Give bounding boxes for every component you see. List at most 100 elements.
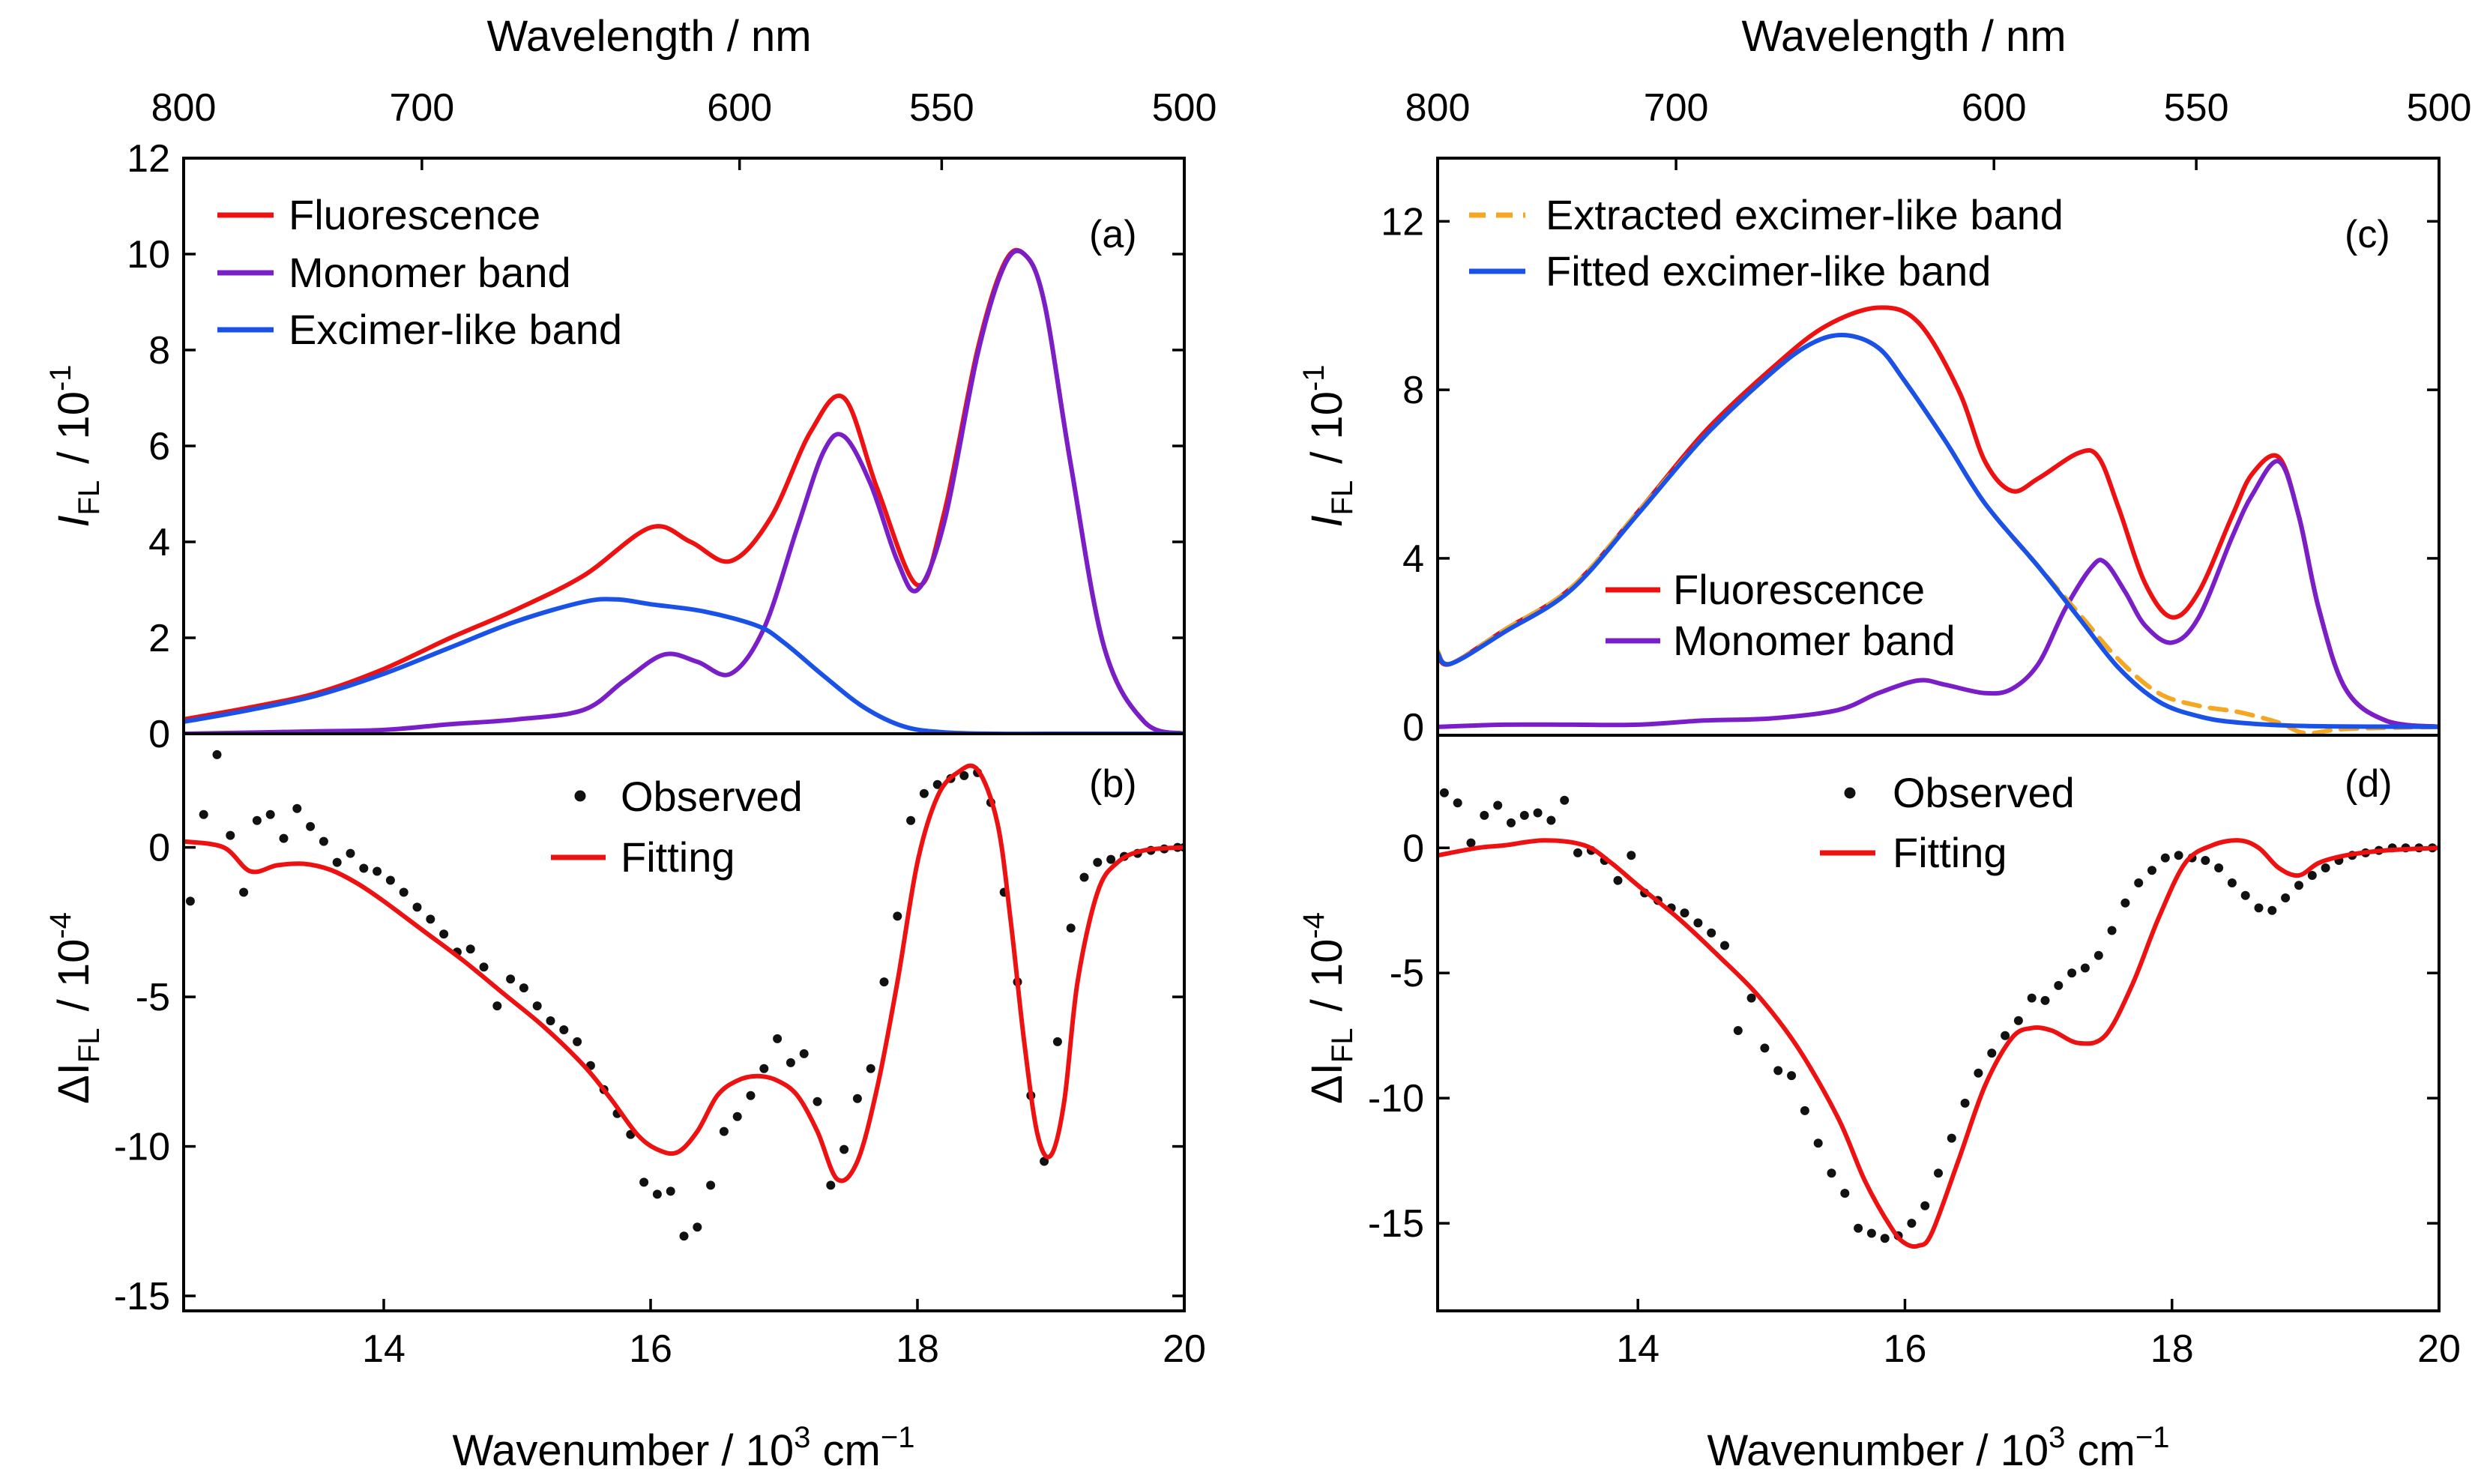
top-axis-label-right: Wavelength / nm [1741, 12, 2066, 61]
observed-point-b-69 [1106, 854, 1116, 864]
observed-point-b-22 [479, 962, 489, 972]
x-tick-label-b-1: 16 [629, 1327, 672, 1371]
y-tick-label-b-1: -10 [114, 1126, 170, 1169]
y-tick-label-d-1: -10 [1368, 1077, 1424, 1120]
observed-point-b-14 [373, 866, 382, 876]
legend-label-extracted-c: Extracted excimer-like band [1546, 191, 2064, 238]
legend-c-inner: Fluorescence Monomer band [1606, 566, 1956, 664]
top-tick-label-a-0: 800 [151, 86, 217, 130]
observed-point-d-3 [1480, 810, 1489, 820]
y-axis-ticks-b: -15 -10 -5 0 [114, 827, 1184, 1318]
y-tick-label-a-0: 0 [148, 713, 170, 756]
observed-point-b-16 [399, 887, 409, 897]
curves-d [1438, 788, 2439, 1249]
legend-label-observed-b: Observed [621, 773, 803, 820]
y-tick-label-c-0: 0 [1402, 706, 1424, 749]
y-axis-label-d: ΔIFL/ 10-4 [1297, 912, 1359, 1104]
observed-point-b-38 [693, 1222, 702, 1232]
observed-point-b-7 [279, 833, 289, 843]
series-extracted-excimer-like-band-c [1438, 332, 2439, 735]
observed-point-d-44 [2027, 993, 2037, 1003]
observed-point-d-6 [1519, 810, 1529, 820]
series-monomer-band-c [1438, 459, 2439, 729]
top-tick-label-a-2: 600 [707, 86, 772, 130]
y-tick-label-d-2: -5 [1390, 952, 1424, 995]
y-tick-label-a-1: 2 [148, 617, 170, 660]
observed-point-b-6 [265, 809, 275, 819]
plot-area-c [1438, 305, 2439, 735]
legend-b: Observed Fitting [551, 773, 803, 881]
observed-point-b-48 [826, 1180, 836, 1190]
x-tick-label-b-0: 14 [362, 1327, 406, 1371]
observed-point-d-48 [2080, 963, 2090, 973]
observed-point-d-52 [2134, 878, 2144, 887]
top-axis-ticks-left: 800 700 600 550 500 [151, 86, 1217, 170]
observed-point-d-19 [1693, 918, 1703, 928]
observed-point-d-46 [2054, 980, 2064, 990]
observed-point-d-18 [1680, 908, 1689, 918]
observed-point-b-13 [359, 863, 369, 873]
observed-point-d-22 [1733, 1026, 1743, 1035]
legend-label-fitting-b: Fitting [621, 833, 735, 881]
series-excimer-like-band-a [184, 597, 1184, 734]
observed-point-b-23 [492, 1001, 502, 1011]
observed-point-d-39 [1960, 1098, 1970, 1108]
panel-label-a: (a) [1089, 213, 1137, 256]
series-fitted-excimer-like-band-c [1438, 332, 2439, 729]
legend-a: Fluorescence Monomer band Excimer-like b… [217, 191, 622, 353]
observed-point-d-28 [1813, 1138, 1823, 1148]
observed-point-b-25 [519, 983, 528, 993]
observed-point-d-30 [1840, 1189, 1850, 1198]
observed-point-b-43 [759, 1064, 769, 1073]
observed-point-d-60 [2240, 890, 2250, 900]
observed-point-b-67 [1079, 872, 1089, 882]
y-axis-label-c: IFL/ 10-1 [1297, 364, 1359, 527]
legend-swatch-observed-d [1844, 787, 1856, 799]
observed-point-b-68 [1093, 857, 1103, 867]
top-axis-label-left: Wavelength / nm [486, 12, 811, 61]
observed-point-b-27 [546, 1016, 555, 1025]
observed-point-d-10 [1573, 848, 1582, 857]
y-tick-label-b-3: 0 [148, 827, 170, 870]
observed-point-d-5 [1507, 818, 1516, 827]
observed-point-b-2 [212, 749, 222, 759]
observed-point-d-49 [2093, 950, 2103, 960]
y-axis-ticks-d: -15 -10 -5 0 [1368, 827, 2439, 1246]
observed-point-b-39 [706, 1180, 716, 1190]
y-tick-label-c-1: 4 [1402, 537, 1424, 581]
y-tick-label-d-0: -15 [1368, 1202, 1424, 1246]
observed-point-b-4 [239, 887, 249, 897]
observed-point-b-52 [879, 977, 889, 987]
observed-point-d-31 [1854, 1223, 1863, 1233]
observed-point-d-36 [1920, 1201, 1930, 1210]
observed-point-d-45 [2040, 995, 2050, 1005]
observed-point-d-62 [2267, 905, 2277, 915]
x-tick-label-d-1: 16 [1884, 1327, 1927, 1371]
observed-point-d-32 [1866, 1228, 1876, 1238]
x-axis-label-right: Wavenumber / 103 cm−1 [1707, 1421, 2170, 1475]
observed-point-d-1 [1453, 798, 1462, 808]
observed-point-d-37 [1934, 1168, 1943, 1178]
observed-point-b-12 [346, 848, 355, 858]
legend-label-fitted-c: Fitted excimer-like band [1546, 247, 1991, 295]
top-tick-label-a-4: 500 [1152, 86, 1217, 130]
y-tick-label-b-2: -5 [136, 976, 170, 1019]
y-tick-label-a-4: 8 [148, 329, 170, 372]
y-tick-label-d-3: 0 [1402, 827, 1424, 870]
observed-point-d-50 [2107, 926, 2117, 935]
plot-frame-a [182, 157, 1186, 735]
observed-point-b-35 [652, 1189, 662, 1199]
observed-point-d-21 [1720, 941, 1729, 950]
plot-area-d [1438, 788, 2439, 1249]
observed-point-b-9 [306, 821, 316, 831]
y-axis-ticks-c: 0 4 8 12 [1381, 200, 2439, 749]
observed-point-d-4 [1493, 800, 1503, 810]
observed-point-b-53 [893, 911, 902, 921]
curves-c [1438, 305, 2439, 735]
panel-a: Wavelength / nm 800 700 600 550 500 0 2 4 6 8 10 1… [44, 12, 1217, 756]
legend-label-fluorescence-c: Fluorescence [1673, 566, 1925, 613]
y-tick-label-b-0: -15 [114, 1275, 170, 1318]
y-tick-label-c-2: 8 [1402, 369, 1424, 412]
observed-point-d-42 [2001, 1031, 2010, 1040]
